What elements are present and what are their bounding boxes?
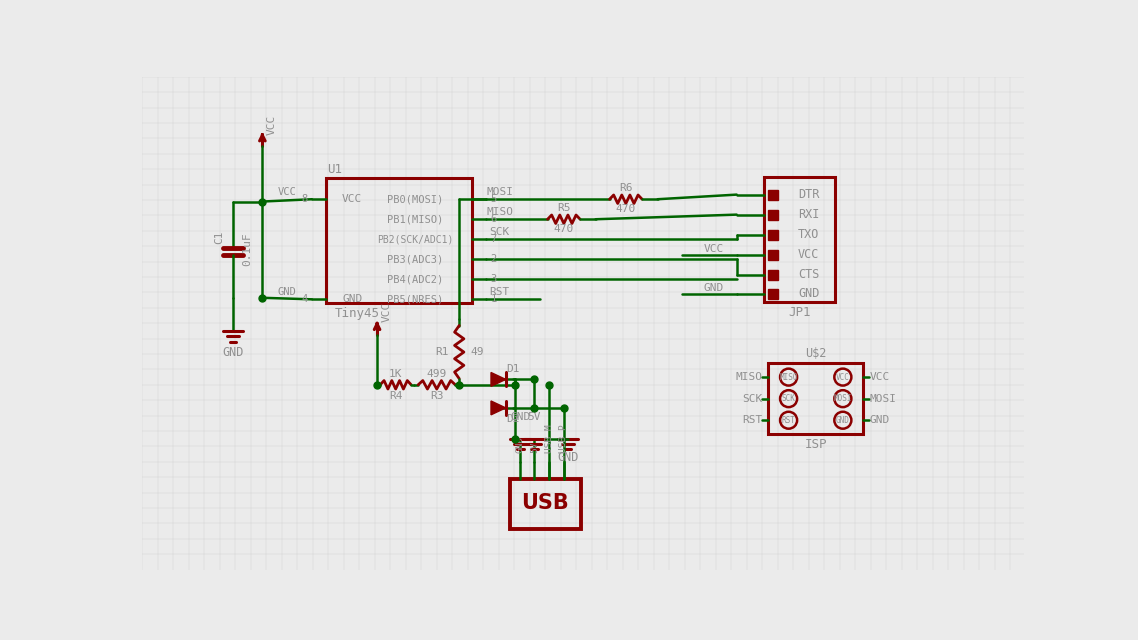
Text: 7: 7	[490, 234, 496, 244]
Text: 1: 1	[490, 294, 496, 305]
Text: R3: R3	[430, 390, 444, 401]
Text: MISO: MISO	[780, 372, 798, 381]
Text: ISP: ISP	[805, 438, 827, 451]
Polygon shape	[490, 372, 505, 387]
Text: R1: R1	[435, 347, 448, 356]
Bar	[325, 179, 471, 303]
Text: MISO: MISO	[735, 372, 762, 382]
Text: VCC: VCC	[278, 186, 297, 196]
Text: 470: 470	[616, 204, 636, 214]
Text: 6: 6	[490, 214, 496, 224]
Text: VCC: VCC	[798, 248, 819, 261]
Text: GND: GND	[556, 451, 578, 463]
Text: 5: 5	[490, 194, 496, 204]
Text: PB1(MISO): PB1(MISO)	[387, 214, 443, 224]
Text: GND: GND	[343, 294, 362, 305]
Text: USB: USB	[521, 493, 569, 513]
Text: JP1: JP1	[789, 306, 810, 319]
Text: D1: D1	[506, 364, 520, 374]
Text: GND: GND	[703, 283, 724, 292]
Text: DTR: DTR	[798, 188, 819, 201]
Text: U1: U1	[328, 163, 343, 176]
Text: GND: GND	[278, 287, 297, 296]
Text: 2: 2	[490, 254, 496, 264]
Text: MISO: MISO	[486, 207, 513, 216]
Text: U$2: U$2	[805, 347, 826, 360]
Text: 470: 470	[554, 224, 574, 234]
Text: PB4(ADC2): PB4(ADC2)	[387, 275, 443, 284]
Text: 5V: 5V	[530, 441, 539, 452]
Text: PB2(SCK/ADC1): PB2(SCK/ADC1)	[377, 234, 453, 244]
Text: SCK: SCK	[782, 394, 795, 403]
Text: R6: R6	[619, 184, 633, 193]
Text: 5V: 5V	[528, 412, 542, 422]
Text: 499: 499	[427, 369, 447, 379]
Text: R5: R5	[558, 204, 570, 214]
Text: SCK: SCK	[742, 394, 762, 404]
Text: RXI: RXI	[798, 208, 819, 221]
Text: GND: GND	[516, 435, 525, 452]
Bar	[764, 177, 835, 301]
Text: MOSI: MOSI	[834, 394, 852, 403]
Text: GND: GND	[869, 415, 890, 425]
Text: Tiny45: Tiny45	[336, 307, 380, 321]
Text: TXO: TXO	[798, 228, 819, 241]
Text: 4: 4	[302, 294, 307, 305]
Text: RST: RST	[742, 415, 762, 425]
Text: 8: 8	[302, 194, 307, 204]
Text: RST: RST	[782, 416, 795, 425]
Text: C1: C1	[214, 230, 224, 244]
Text: 49: 49	[470, 347, 484, 356]
Text: GND: GND	[222, 346, 244, 359]
Polygon shape	[490, 401, 505, 415]
Text: SCK: SCK	[489, 227, 510, 237]
Text: MOSI: MOSI	[869, 394, 897, 404]
Text: USB P: USB P	[560, 424, 568, 452]
Text: VCC: VCC	[836, 372, 850, 381]
Text: GND: GND	[798, 287, 819, 300]
Text: USB M: USB M	[545, 424, 553, 452]
Text: CTS: CTS	[798, 268, 819, 281]
Text: VCC: VCC	[869, 372, 890, 382]
Text: 1K: 1K	[389, 369, 403, 379]
Text: VCC: VCC	[703, 243, 724, 253]
Text: PB3(ADC3): PB3(ADC3)	[387, 254, 443, 264]
Text: VCC: VCC	[267, 115, 277, 134]
Text: MOSI: MOSI	[486, 186, 513, 196]
Text: 0.1uF: 0.1uF	[242, 232, 251, 266]
Text: GND: GND	[836, 416, 850, 425]
Text: 3: 3	[490, 275, 496, 284]
Text: VCC: VCC	[381, 301, 391, 322]
Text: D2: D2	[506, 413, 520, 424]
Text: RST: RST	[489, 287, 510, 296]
Bar	[768, 364, 863, 434]
Text: VCC: VCC	[343, 194, 362, 204]
Text: PB0(MOSI): PB0(MOSI)	[387, 194, 443, 204]
Text: R4: R4	[389, 390, 403, 401]
Text: PB5(NRES): PB5(NRES)	[387, 294, 443, 305]
Bar	[510, 479, 580, 529]
Text: GND: GND	[510, 412, 530, 422]
